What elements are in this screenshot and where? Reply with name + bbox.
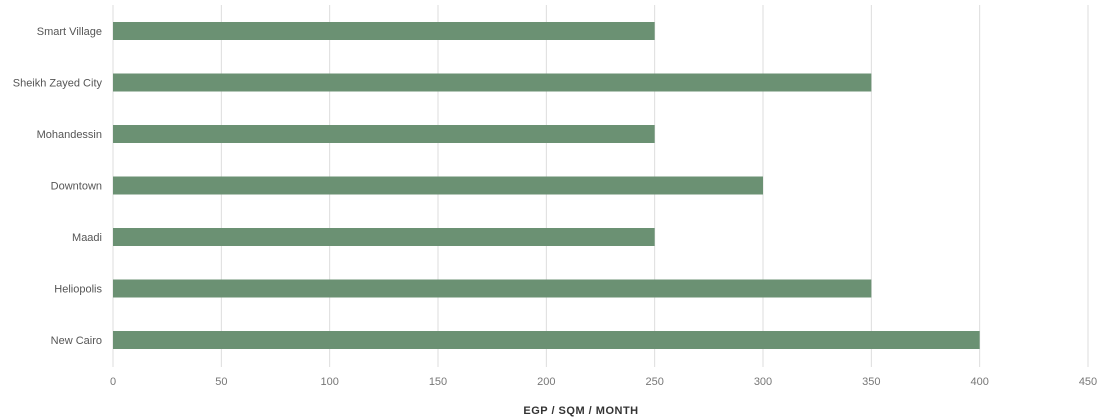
x-tick-label: 300 xyxy=(754,376,772,388)
category-label: Downtown xyxy=(51,181,102,193)
x-tick-label: 150 xyxy=(429,376,447,388)
bar-sheikh-zayed-city xyxy=(113,73,872,92)
x-tick-labels: 0 50 100 150 200 250 300 350 400 450 xyxy=(110,376,1097,388)
x-tick-label: 250 xyxy=(645,376,663,388)
category-label: Mohandessin xyxy=(37,129,102,141)
x-tick-label: 100 xyxy=(320,376,338,388)
x-tick-label: 0 xyxy=(110,376,116,388)
bars xyxy=(113,22,980,349)
category-label: Heliopolis xyxy=(54,284,102,296)
bar-heliopolis xyxy=(113,279,872,298)
bar-maadi xyxy=(113,228,655,246)
category-label: New Cairo xyxy=(51,335,102,347)
bar-smart-village xyxy=(113,22,655,40)
x-tick-label: 50 xyxy=(215,376,227,388)
category-labels: Smart Village Sheikh Zayed City Mohandessi… xyxy=(13,26,103,347)
category-label: Smart Village xyxy=(37,26,102,38)
category-label: Maadi xyxy=(72,232,102,244)
x-tick-label: 450 xyxy=(1079,376,1097,388)
category-label: Sheikh Zayed City xyxy=(13,78,103,90)
x-tick-label: 400 xyxy=(970,376,988,388)
bar-new-cairo xyxy=(113,331,980,349)
bar-mohandessin xyxy=(113,125,655,143)
x-tick-label: 200 xyxy=(537,376,555,388)
bar-downtown xyxy=(113,176,763,195)
x-tick-label: 350 xyxy=(862,376,880,388)
x-axis-title: EGP / SQM / MONTH xyxy=(523,405,638,417)
